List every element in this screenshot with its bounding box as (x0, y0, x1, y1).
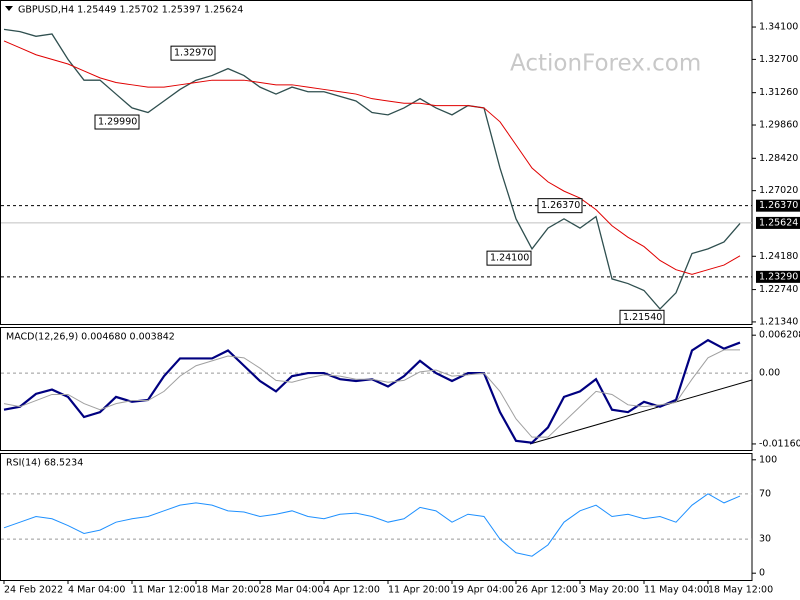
x-tick-label: 18 Mar 20:00 (196, 585, 259, 596)
x-tick-label: 4 Mar 04:00 (68, 585, 125, 596)
annotation-label: 1.26370 (541, 200, 580, 211)
y-tick-label: 1.32700 (759, 54, 798, 65)
y-tick-label: 1.27020 (759, 185, 798, 196)
x-tick-label: 11 May 04:00 (644, 585, 709, 596)
level-label: 70 (759, 488, 771, 499)
panel-title: GBPUSD,H4 1.25449 1.25702 1.25397 1.2562… (18, 5, 243, 16)
annotation-box (619, 309, 665, 325)
x-tick-label: 19 Apr 04:00 (452, 585, 514, 596)
annotation-box (486, 250, 532, 266)
level-label: 0.00 (759, 368, 780, 379)
y-tick-label: 0 (759, 568, 765, 579)
series-line (3, 349, 740, 438)
x-tick-label: 11 Apr 20:00 (388, 585, 450, 596)
x-tick-label: 28 Mar 04:00 (260, 585, 323, 596)
last-price-label: 1.25624 (759, 217, 798, 228)
panel-frame (0, 0, 753, 325)
panel-frame (0, 453, 753, 581)
x-tick-label: 3 May 20:00 (580, 585, 639, 596)
annotation-box (537, 198, 583, 214)
panel-title: MACD(12,26,9) 0.004680 0.003842 (6, 332, 175, 343)
series-line (3, 28, 741, 310)
y-tick-label: 1.31260 (759, 87, 798, 98)
watermark: ActionForex.com (510, 51, 701, 77)
last-price-box (756, 216, 800, 229)
annotation-label: 1.32970 (174, 48, 213, 59)
x-tick-label: 18 May 12:00 (708, 585, 773, 596)
level-label: 30 (759, 534, 771, 545)
y-tick-label: 1.28420 (759, 153, 798, 164)
level-label-box (756, 270, 800, 283)
annotation-box (170, 45, 216, 61)
series-line (3, 493, 741, 557)
y-tick-label: 1.29860 (759, 120, 798, 131)
panel-title: RSI(14) 68.5234 (6, 458, 83, 469)
annotation-box (94, 114, 140, 130)
x-tick-label: 26 Apr 12:00 (516, 585, 578, 596)
y-tick-label: 1.22740 (759, 284, 798, 295)
y-tick-label: -0.011607 (759, 438, 800, 449)
y-tick-label: 1.34100 (759, 22, 798, 33)
annotation-label: 1.29990 (98, 117, 137, 128)
y-tick-label: 0.006208 (759, 330, 800, 341)
level-label: 1.23290 (759, 271, 798, 282)
annotation-label: 1.21540 (623, 312, 662, 323)
x-tick-label: 4 Apr 12:00 (324, 585, 380, 596)
y-tick-label: 100 (759, 454, 777, 465)
y-tick-label: 1.24180 (759, 251, 798, 262)
level-label: 1.26370 (759, 200, 798, 211)
annotation-label: 1.24100 (490, 253, 529, 264)
level-label-box (756, 199, 800, 212)
x-tick-label: 11 Mar 12:00 (132, 585, 195, 596)
x-tick-label: 24 Feb 2022 (4, 585, 63, 596)
symbol-icon (5, 6, 13, 11)
panel-frame (0, 327, 753, 451)
trend-line (529, 379, 753, 445)
y-tick-label: 1.21340 (759, 316, 798, 327)
series-line (3, 40, 741, 275)
